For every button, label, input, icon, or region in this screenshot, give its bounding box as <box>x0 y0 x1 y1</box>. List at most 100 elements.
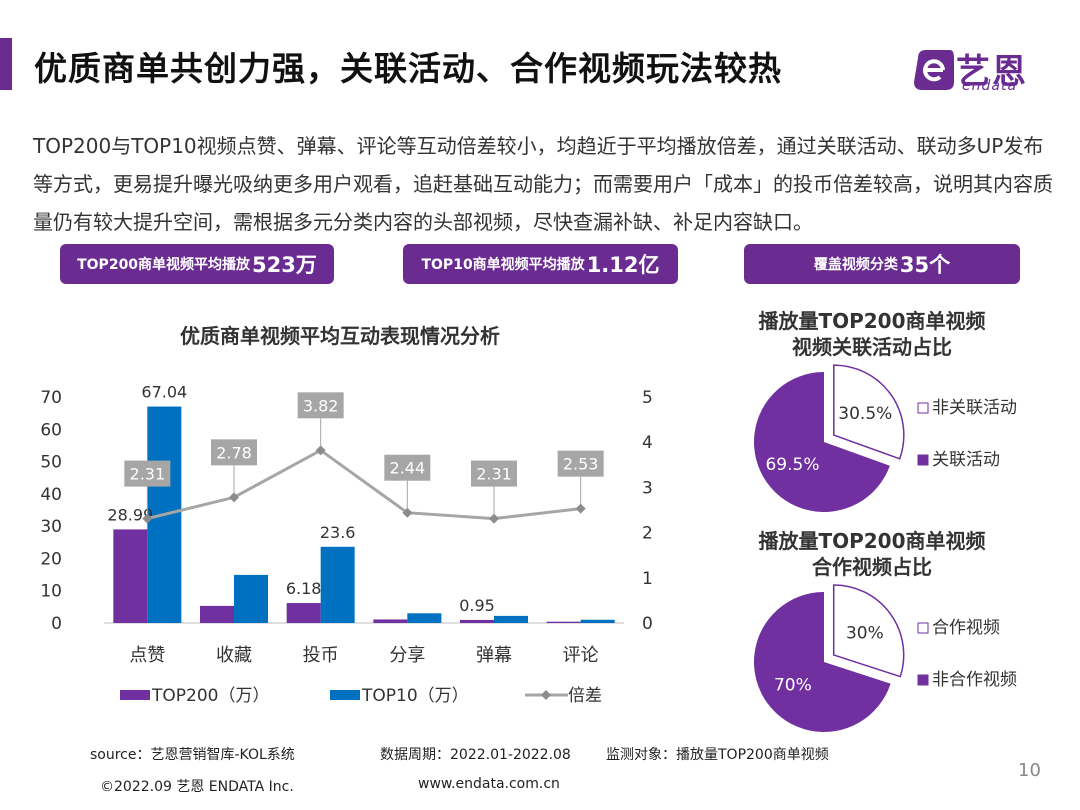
stat-pill-label: 覆盖视频分类 <box>813 257 898 273</box>
data-label-top200: 28.99 <box>107 505 153 524</box>
ratio-data-label: 3.82 <box>303 396 339 415</box>
stat-pill-top10-avg-play: TOP10商单视频平均播放 1.12亿 <box>403 244 678 284</box>
stat-pill-value: 523万 <box>252 253 317 277</box>
ratio-marker <box>315 445 326 456</box>
x-tick-label: 投币 <box>303 645 339 666</box>
ratio-marker <box>229 492 239 503</box>
bar-top10 <box>494 615 528 623</box>
endata-logo-icon <box>914 50 954 90</box>
bar-top200 <box>546 621 581 623</box>
footer-copyright: ©2022.09 艺恩 ENDATA Inc. <box>100 779 294 795</box>
ratio-callout-box <box>124 460 171 487</box>
pie-legend-swatch <box>917 622 929 634</box>
pie-legend-label: 关联活动 <box>932 450 1000 470</box>
ratio-line <box>146 448 581 521</box>
y-tick-label: 0 <box>51 614 62 634</box>
x-tick-label: 收藏 <box>216 645 252 666</box>
logo-text-cn: 艺恩 <box>956 52 1028 92</box>
stat-pill-category-count: 覆盖视频分类 35个 <box>744 244 1020 284</box>
ratio-marker <box>402 507 413 518</box>
bar-top10 <box>234 574 268 623</box>
pie1-title: 播放量TOP200商单视频 视频关联活动占比 <box>712 308 1032 360</box>
legend-marker-ratio <box>541 690 551 700</box>
y-tick-label: 30 <box>40 517 62 537</box>
stat-pill-value: 35个 <box>899 253 951 277</box>
data-label-top10: 23.6 <box>320 523 356 542</box>
pie1-title-line2: 视频关联活动占比 <box>792 335 952 359</box>
pie2-title-line1: 播放量TOP200商单视频 <box>758 529 986 553</box>
y2-tick-label: 5 <box>642 388 653 408</box>
y2-tick-label: 4 <box>642 433 653 453</box>
pie2-title: 播放量TOP200商单视频 合作视频占比 <box>712 528 1032 580</box>
y2-tick-label: 0 <box>642 614 653 634</box>
bar-top10 <box>320 546 355 623</box>
pie-legend-swatch <box>917 402 929 414</box>
pie-legend-swatch <box>917 454 929 466</box>
y-tick-label: 20 <box>40 549 62 569</box>
pie2-title-line2: 合作视频占比 <box>812 555 932 579</box>
page-title: 优质商单共创力强，关联活动、合作视频玩法较热 <box>34 49 782 88</box>
bar-top200 <box>200 605 234 623</box>
endata-logo: 艺恩 endata <box>912 44 1052 96</box>
intro-paragraph: TOP200与TOP10视频点赞、弹幕、评论等互动倍差较小，均趋近于平均播放倍差… <box>33 134 1053 234</box>
ratio-marker <box>489 513 499 524</box>
pie-legend-label: 合作视频 <box>932 618 1000 638</box>
stat-pill-label: TOP200商单视频平均播放 <box>77 257 251 273</box>
bar-chart-title: 优质商单视频平均互动表现情况分析 <box>180 324 500 348</box>
bar-top200 <box>373 619 408 623</box>
ratio-callout-box <box>471 460 517 487</box>
pie-slice <box>754 372 890 512</box>
pie-slice-label: 69.5% <box>765 455 819 475</box>
ratio-callout-box <box>297 392 344 419</box>
bar-top200 <box>113 529 148 623</box>
y-tick-label: 60 <box>40 420 62 440</box>
ratio-data-label: 2.31 <box>130 465 166 484</box>
bar-top200 <box>286 603 321 623</box>
pie-slice-label: 70% <box>774 676 812 696</box>
ratio-data-label: 2.78 <box>216 443 252 462</box>
ratio-callout-box <box>384 454 431 481</box>
x-tick-label: 点赞 <box>129 645 165 666</box>
ratio-callout-box <box>211 439 257 466</box>
x-tick-label: 分享 <box>389 645 425 666</box>
ratio-marker <box>575 503 586 514</box>
footer-target: 监测对象：播放量TOP200商单视频 <box>606 747 829 763</box>
footer-url: www.endata.com.cn <box>418 776 560 792</box>
legend-label-top10: TOP10（万） <box>361 686 469 706</box>
interaction-bar-chart: 0 10 20 30 40 50 60 70 0 1 2 3 4 5 点赞 28.99 67.04 收藏 投币 6.1… <box>40 383 653 706</box>
bar-top200 <box>460 619 494 623</box>
logo-text-en: endata <box>962 78 1018 94</box>
pie-legend-label: 非合作视频 <box>932 670 1017 690</box>
pie1-title-line1: 播放量TOP200商单视频 <box>758 309 986 333</box>
pie-legend-swatch <box>917 674 929 686</box>
legend-swatch-top200 <box>120 690 150 700</box>
x-tick-label: 弹幕 <box>476 645 512 666</box>
bar-top10 <box>407 613 442 623</box>
ratio-marker <box>142 513 153 524</box>
pie-slice <box>754 592 891 732</box>
y2-tick-label: 3 <box>642 478 653 498</box>
ratio-data-label: 2.44 <box>390 459 426 478</box>
bar-top10 <box>580 619 615 623</box>
ratio-data-label: 2.31 <box>476 465 512 484</box>
ratio-data-label: 2.53 <box>563 455 599 474</box>
title-accent-bar <box>0 38 12 90</box>
y-tick-label: 70 <box>40 388 62 408</box>
data-label-top200: 0.95 <box>459 596 495 615</box>
stat-pill-label: TOP10商单视频平均播放 <box>421 257 585 273</box>
data-label-top200: 6.18 <box>286 579 322 598</box>
ratio-callout-box <box>557 450 604 477</box>
legend-label-ratio: 倍差 <box>568 686 602 706</box>
pie-slice-label: 30.5% <box>838 404 892 424</box>
pie-slice <box>832 584 905 678</box>
legend-label-top200: TOP200（万） <box>151 686 269 706</box>
y2-tick-label: 1 <box>642 569 653 589</box>
y-tick-label: 50 <box>40 453 62 473</box>
pie-slice-label: 30% <box>846 623 884 643</box>
footer-source: source：艺恩营销智库-KOL系统 <box>90 747 295 763</box>
stat-pill-value: 1.12亿 <box>586 253 660 277</box>
footer-period: 数据周期：2022.01-2022.08 <box>380 747 571 763</box>
y-tick-label: 40 <box>40 485 62 505</box>
